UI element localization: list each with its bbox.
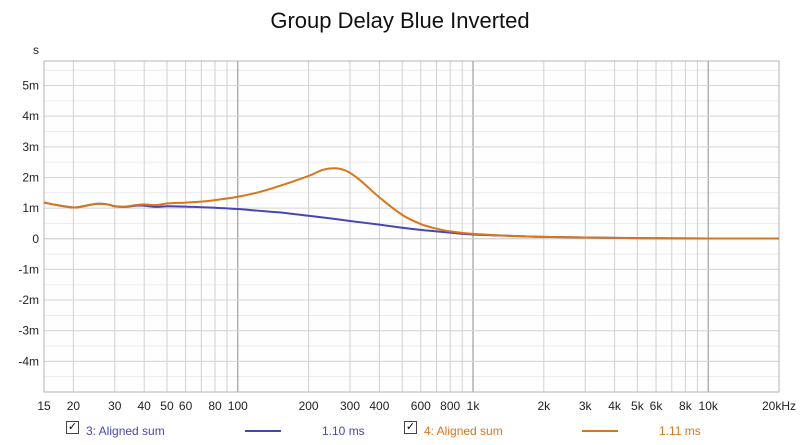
x-tick-label: 4k (608, 399, 622, 413)
plot-frame (43, 60, 780, 393)
series-line-aligned-sum-4 (43, 167, 780, 240)
x-tick-label: 3k (579, 399, 593, 413)
y-tick-label: -2m (18, 293, 39, 307)
plot-background (44, 61, 779, 392)
chart-title: Group Delay Blue Inverted (270, 8, 530, 33)
y-tick-label: 3m (22, 140, 39, 154)
x-tick-label: 20kHz (762, 399, 796, 413)
x-tick-label: 5k (631, 399, 645, 413)
x-tick-label: 6k (650, 399, 664, 413)
x-tick-label: 60 (179, 399, 193, 413)
x-tick-label: 600 (411, 399, 431, 413)
series-3-value: 1.10 ms (322, 424, 365, 438)
x-tick-label: 1k (467, 399, 481, 413)
x-tick-label: 80 (208, 399, 222, 413)
series-4-checkbox[interactable]: ✓ (404, 421, 417, 434)
x-tick-label: 10k (699, 399, 719, 413)
series-3-label: 3: Aligned sum (86, 424, 165, 438)
x-tick-label: 50 (160, 399, 174, 413)
y-tick-label: 4m (22, 109, 39, 123)
y-tick-label: 5m (22, 79, 39, 93)
series-4-value: 1.11 ms (659, 424, 701, 438)
y-tick-label: -3m (18, 324, 39, 338)
x-tick-label: 200 (299, 399, 319, 413)
y-tick-labels: 5m 4m 3m 2m 1m 0 -1m -2m -3m -4m (18, 79, 39, 369)
x-tick-label: 30 (108, 399, 122, 413)
x-tick-label: 2k (537, 399, 551, 413)
x-tick-label: 100 (228, 399, 248, 413)
x-tick-label: 20 (67, 399, 81, 413)
y-tick-label: -4m (18, 354, 39, 368)
series-layer (43, 167, 780, 240)
x-tick-labels: 15 20 30 40 50 60 80 100 200 300 400 600 800 1k 2k 3k 4k… (37, 399, 796, 413)
x-tick-label: 300 (340, 399, 360, 413)
y-tick-label: -1m (18, 262, 39, 276)
series-3-swatch (245, 430, 281, 432)
series-4-label: 4: Aligned sum (424, 424, 503, 438)
y-tick-label: 2m (22, 170, 39, 184)
legend-item-series-4: ✓ 4: Aligned sum 1.11 ms (0, 421, 800, 439)
series-4-swatch (582, 430, 618, 432)
y-axis-unit: s (33, 43, 39, 57)
x-tick-label: 15 (37, 399, 51, 413)
y-tick-label: 0 (32, 232, 39, 246)
gridlines (44, 61, 780, 392)
legend-item-series-3: ✓ 3: Aligned sum 1.10 ms (0, 421, 400, 439)
x-tick-label: 40 (138, 399, 152, 413)
y-tick-label: 1m (22, 201, 39, 215)
x-tick-label: 400 (369, 399, 389, 413)
x-tick-label: 800 (440, 399, 460, 413)
x-tick-label: 8k (679, 399, 693, 413)
series-3-checkbox[interactable]: ✓ (66, 421, 79, 434)
